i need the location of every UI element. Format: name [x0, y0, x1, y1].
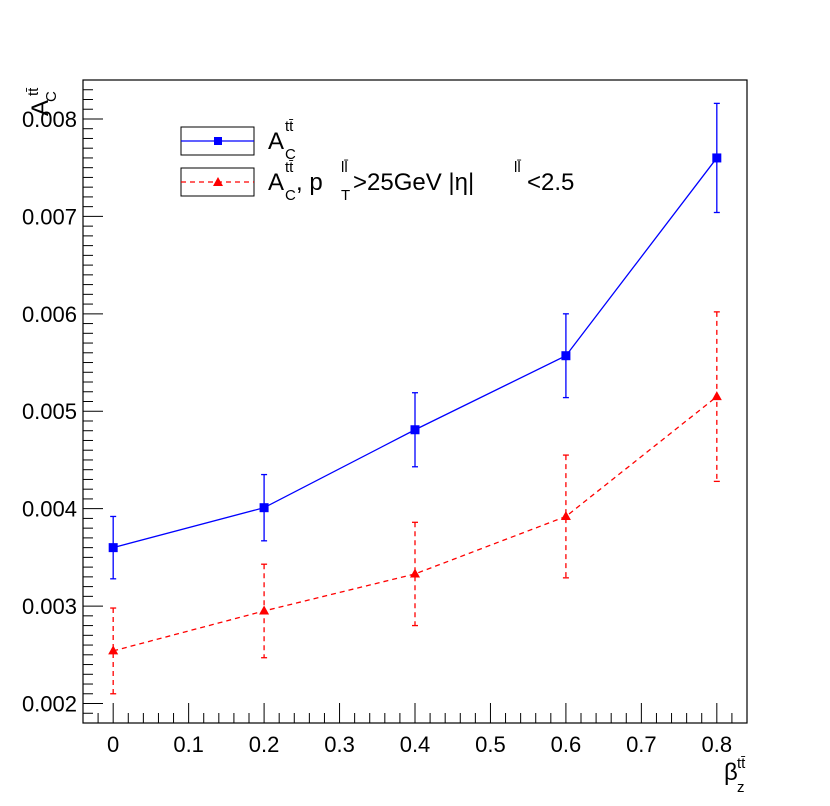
y-tick-label: 0.005	[22, 399, 77, 424]
x-tick-label: 0.7	[626, 732, 657, 757]
x-tick-label: 0.4	[400, 732, 431, 757]
x-tick-label: 0.1	[173, 732, 204, 757]
x-axis-title-base: β	[724, 759, 738, 786]
data-point-triangle	[259, 605, 270, 615]
y-tick-label: 0.003	[22, 594, 77, 619]
data-point-triangle	[560, 510, 571, 520]
y-axis-title-sub: C	[43, 91, 60, 102]
legend-entry-2-eta-sup: ll̄	[514, 159, 521, 176]
legend-entry-1-base: A	[268, 128, 284, 155]
legend-entry-2-sup: tt̄	[285, 159, 294, 176]
legend-entry-2-mid: >25GeV |η|	[353, 169, 474, 196]
plot-frame	[82, 79, 748, 724]
y-axis-title-base: A	[27, 100, 54, 116]
x-axis-title-sup: tt̄	[737, 755, 746, 772]
legend-marker-triangle	[213, 177, 223, 186]
x-axis-title: β tt̄ z	[724, 755, 746, 796]
x-tick-label: 0	[107, 732, 119, 757]
y-axis-title-sup: tt̄	[25, 87, 42, 96]
y-tick-label: 0.008	[22, 107, 77, 132]
series-layer	[108, 102, 722, 695]
data-point-triangle	[108, 645, 119, 655]
data-point-square	[108, 543, 118, 553]
y-axis-title: A tt̄ C	[25, 87, 60, 116]
x-tick-label: 0.5	[475, 732, 506, 757]
x-tick-label: 0.2	[249, 732, 280, 757]
legend-entry-2-p: , p	[296, 169, 323, 196]
svg-text:C: C	[43, 91, 60, 102]
legend-entry-1-sup: tt̄	[285, 118, 294, 135]
y-tick-label: 0.006	[22, 302, 77, 327]
y-tick-label: 0.002	[22, 692, 77, 717]
x-axis-title-sub: z	[737, 779, 745, 796]
axis-ticks: 0 0.1 0.2 0.3 0.4 0.5 0.6 0.7 0.8 0.002 0.003 0.004…	[22, 79, 733, 757]
legend: A tt̄ C A tt̄ C , p ll̄ T >25GeV |η| ll̄…	[180, 118, 574, 204]
data-point-square	[259, 503, 269, 513]
series-2	[108, 311, 722, 695]
svg-text:tt̄: tt̄	[25, 87, 42, 96]
legend-entry-2-p-sup: ll̄	[341, 159, 348, 176]
x-tick-label: 0.6	[551, 732, 582, 757]
data-point-square	[712, 153, 722, 163]
data-point-square	[410, 425, 420, 435]
legend-entry-2-end: <2.5	[527, 169, 574, 196]
data-point-triangle	[410, 568, 420, 578]
series-line	[113, 157, 718, 549]
legend-entry-2-sub: C	[285, 187, 296, 204]
y-tick-label: 0.004	[22, 497, 77, 522]
legend-entry-2-p-sub: T	[341, 187, 350, 204]
y-tick-label: 0.007	[22, 204, 77, 229]
x-tick-label: 0.8	[702, 732, 733, 757]
legend-entry-1-sub: C	[285, 146, 296, 163]
svg-text:A: A	[27, 100, 54, 116]
legend-marker-square	[214, 137, 222, 145]
data-point-square	[561, 351, 571, 361]
data-point-triangle	[711, 391, 722, 401]
series-1	[108, 102, 722, 580]
x-tick-label: 0.3	[324, 732, 355, 757]
legend-entry-2-base: A	[268, 169, 284, 196]
